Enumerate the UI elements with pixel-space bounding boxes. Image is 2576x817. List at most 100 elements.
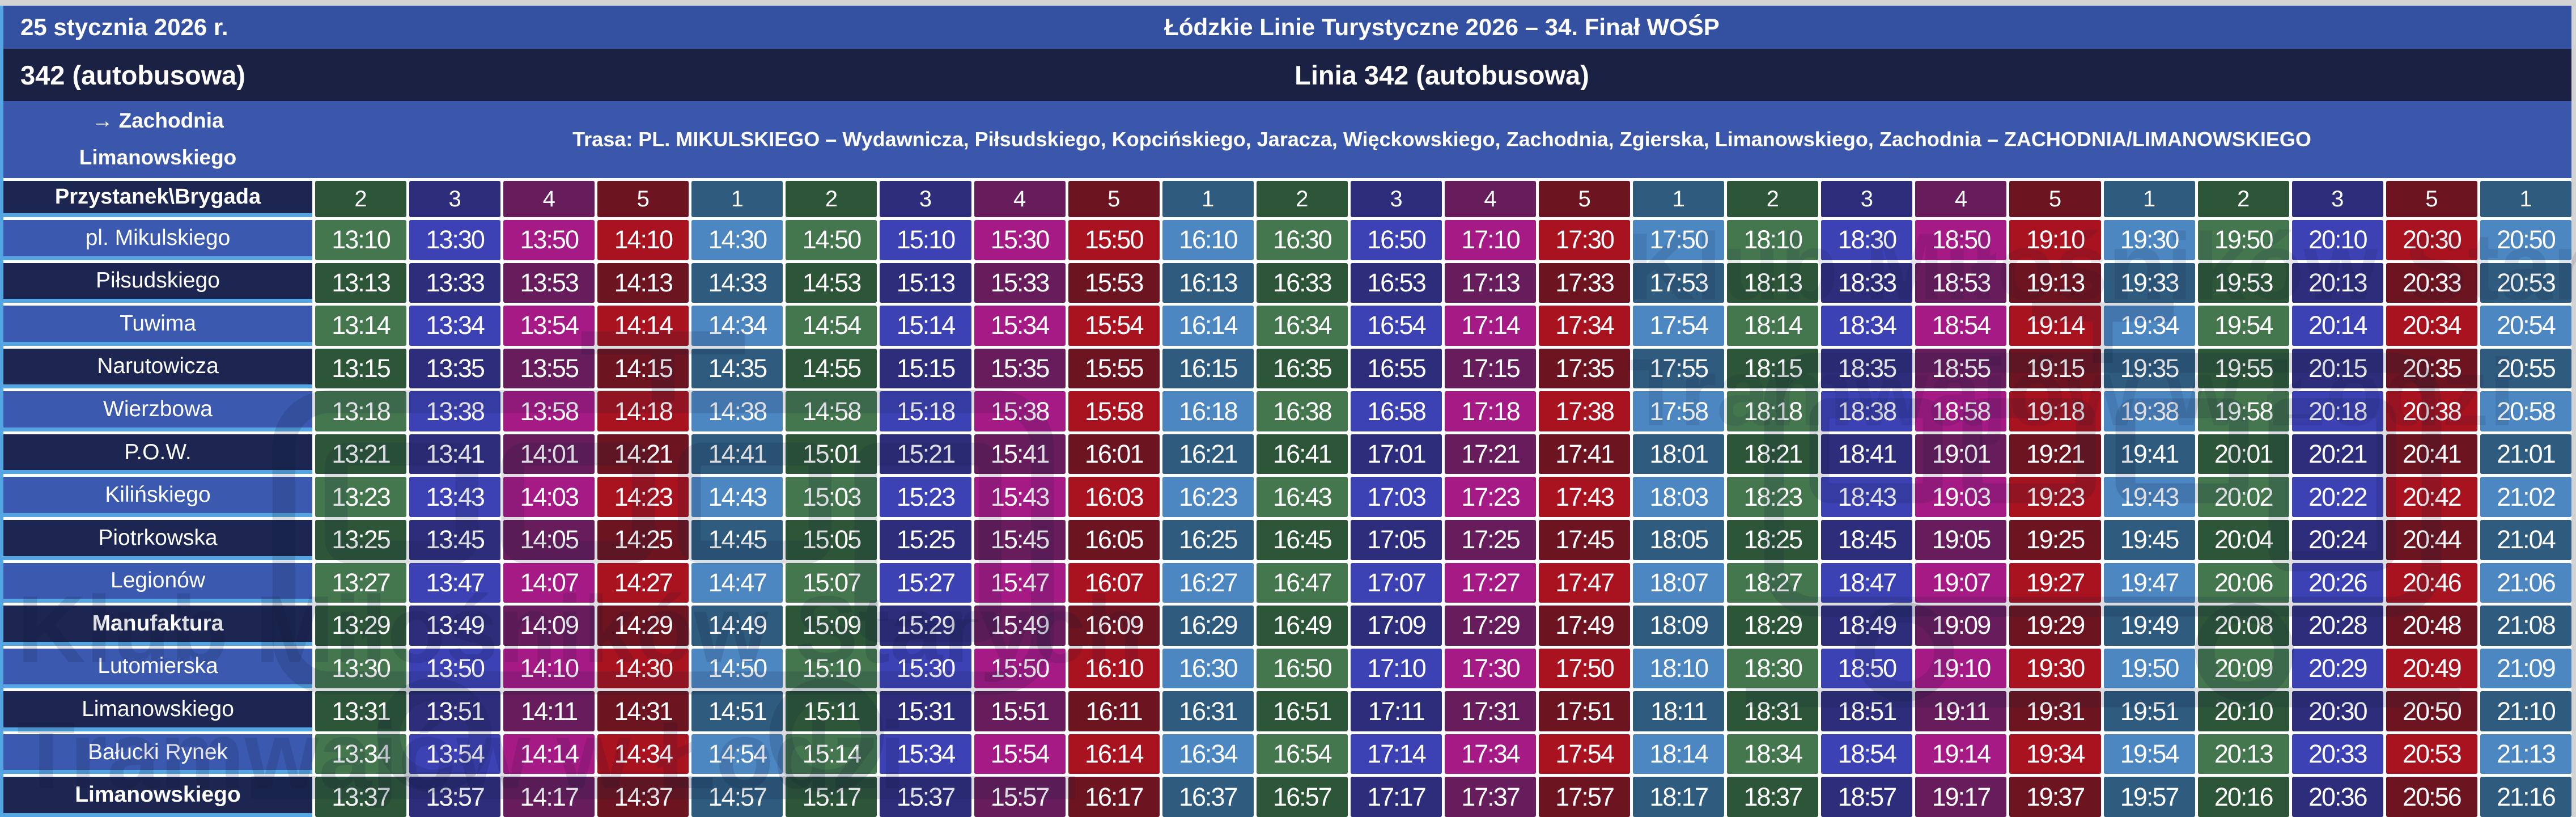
time-cell: 18:53 — [1915, 263, 2007, 303]
time-cell: 13:29 — [315, 606, 407, 646]
time-cell: 18:35 — [1821, 348, 1913, 389]
time-cell: 19:29 — [2009, 606, 2101, 646]
time-cell: 16:51 — [1256, 691, 1348, 731]
time-cell: 13:49 — [409, 606, 501, 646]
header-line-bar: 342 (autobusowa) Linia 342 (autobusowa) — [3, 49, 2571, 101]
time-cell: 19:30 — [2103, 220, 2195, 260]
brigade-cell: 4 — [1444, 181, 1537, 217]
time-cell: 13:58 — [503, 391, 595, 431]
time-cell: 20:22 — [2291, 477, 2383, 517]
timetable-row: Piłsudskiego 13:13 13:33 13:53 14:13 14:33 14:… — [3, 263, 2571, 303]
time-cell: 20:49 — [2386, 648, 2477, 689]
time-cell: 17:25 — [1444, 519, 1537, 560]
time-cell: 20:29 — [2291, 648, 2383, 689]
time-cell: 15:23 — [880, 477, 971, 517]
timetable-sheet: 25 stycznia 2026 r. Łódzkie Linie Turyst… — [0, 6, 2571, 817]
time-cell: 18:50 — [1915, 220, 2007, 260]
time-cell: 18:37 — [1727, 777, 1819, 817]
brigade-cell: 1 — [1633, 181, 1725, 217]
stop-name-cell: Lutomierska — [3, 648, 312, 689]
timetable-row: Lutomierska 13:30 13:50 14:10 14:30 14:50 15:1… — [3, 648, 2571, 689]
time-cell: 14:55 — [786, 348, 877, 389]
time-cell: 18:14 — [1727, 306, 1819, 346]
time-cell: 20:36 — [2291, 777, 2383, 817]
timetable-row: Bałucki Rynek 13:34 13:54 14:14 14:34 14:54 15… — [3, 734, 2571, 774]
timetable-row: pl. Mikulskiego 13:10 13:30 13:50 14:10 14:30… — [3, 220, 2571, 260]
time-cell: 13:51 — [409, 691, 501, 731]
time-cell: 18:33 — [1821, 263, 1913, 303]
time-cell: 21:06 — [2480, 562, 2571, 603]
time-cell: 20:54 — [2480, 306, 2571, 346]
time-cell: 16:25 — [1162, 519, 1254, 560]
time-cell: 17:43 — [1539, 477, 1631, 517]
time-cell: 20:50 — [2480, 220, 2571, 260]
time-cell: 13:43 — [409, 477, 501, 517]
time-cell: 14:37 — [597, 777, 689, 817]
time-cell: 21:16 — [2480, 777, 2571, 817]
date-label: 25 stycznia 2026 r. — [20, 14, 228, 40]
time-cell: 14:43 — [691, 477, 783, 517]
time-cell: 15:50 — [1068, 220, 1160, 260]
time-cell: 13:54 — [503, 306, 595, 346]
time-cell: 16:23 — [1162, 477, 1254, 517]
time-cell: 16:47 — [1256, 562, 1348, 603]
time-cell: 18:51 — [1821, 691, 1913, 731]
time-cell: 15:41 — [974, 434, 1066, 475]
stop-name-cell: Tuwima — [3, 306, 312, 346]
time-cell: 13:33 — [409, 263, 501, 303]
time-cell: 15:14 — [880, 306, 971, 346]
time-cell: 20:10 — [2291, 220, 2383, 260]
time-cell: 17:47 — [1539, 562, 1631, 603]
time-cell: 16:55 — [1350, 348, 1442, 389]
time-cell: 15:30 — [880, 648, 971, 689]
time-cell: 20:50 — [2386, 691, 2477, 731]
time-cell: 14:09 — [503, 606, 595, 646]
time-cell: 18:34 — [1727, 734, 1819, 774]
time-cell: 19:51 — [2103, 691, 2195, 731]
time-cell: 19:50 — [2103, 648, 2195, 689]
time-cell: 17:14 — [1444, 306, 1537, 346]
time-cell: 15:31 — [880, 691, 971, 731]
time-cell: 13:23 — [315, 477, 407, 517]
time-cell: 17:09 — [1350, 606, 1442, 646]
time-cell: 15:15 — [880, 348, 971, 389]
time-cell: 19:14 — [1915, 734, 2007, 774]
time-cell: 16:54 — [1256, 734, 1348, 774]
time-cell: 15:47 — [974, 562, 1066, 603]
time-cell: 16:58 — [1350, 391, 1442, 431]
time-cell: 17:05 — [1350, 519, 1442, 560]
time-cell: 20:41 — [2386, 434, 2477, 475]
time-cell: 20:30 — [2291, 691, 2383, 731]
stop-name-cell: Kilińskiego — [3, 477, 312, 517]
time-cell: 17:23 — [1444, 477, 1537, 517]
brigade-cell: 2 — [315, 181, 407, 217]
time-cell: 16:13 — [1162, 263, 1254, 303]
time-cell: 17:50 — [1539, 648, 1631, 689]
time-cell: 21:08 — [2480, 606, 2571, 646]
time-cell: 15:14 — [786, 734, 877, 774]
brigade-cell: 5 — [597, 181, 689, 217]
time-cell: 14:34 — [691, 306, 783, 346]
time-cell: 14:31 — [597, 691, 689, 731]
time-cell: 14:49 — [691, 606, 783, 646]
timetable-row: Tuwima 13:14 13:34 13:54 14:14 14:34 14:54 15:1… — [3, 306, 2571, 346]
time-cell: 13:50 — [409, 648, 501, 689]
time-cell: 13:30 — [315, 648, 407, 689]
time-cell: 20:16 — [2197, 777, 2289, 817]
brigade-cell: 1 — [2103, 181, 2195, 217]
time-cell: 19:14 — [2009, 306, 2101, 346]
time-cell: 14:14 — [597, 306, 689, 346]
time-cell: 16:07 — [1068, 562, 1160, 603]
stop-name-cell: Bałucki Rynek — [3, 734, 312, 774]
time-cell: 18:47 — [1821, 562, 1913, 603]
time-cell: 20:21 — [2291, 434, 2383, 475]
time-cell: 15:17 — [786, 777, 877, 817]
time-cell: 18:05 — [1633, 519, 1725, 560]
time-cell: 19:10 — [2009, 220, 2101, 260]
time-cell: 18:38 — [1821, 391, 1913, 431]
time-cell: 17:31 — [1444, 691, 1537, 731]
timetable-row: Kilińskiego 13:23 13:43 14:03 14:23 14:43 15:0… — [3, 477, 2571, 517]
stop-name-cell: P.O.W. — [3, 434, 312, 475]
timetable-row: Legionów 13:27 13:47 14:07 14:27 14:47 15:07 15… — [3, 562, 2571, 603]
time-cell: 13:34 — [409, 306, 501, 346]
